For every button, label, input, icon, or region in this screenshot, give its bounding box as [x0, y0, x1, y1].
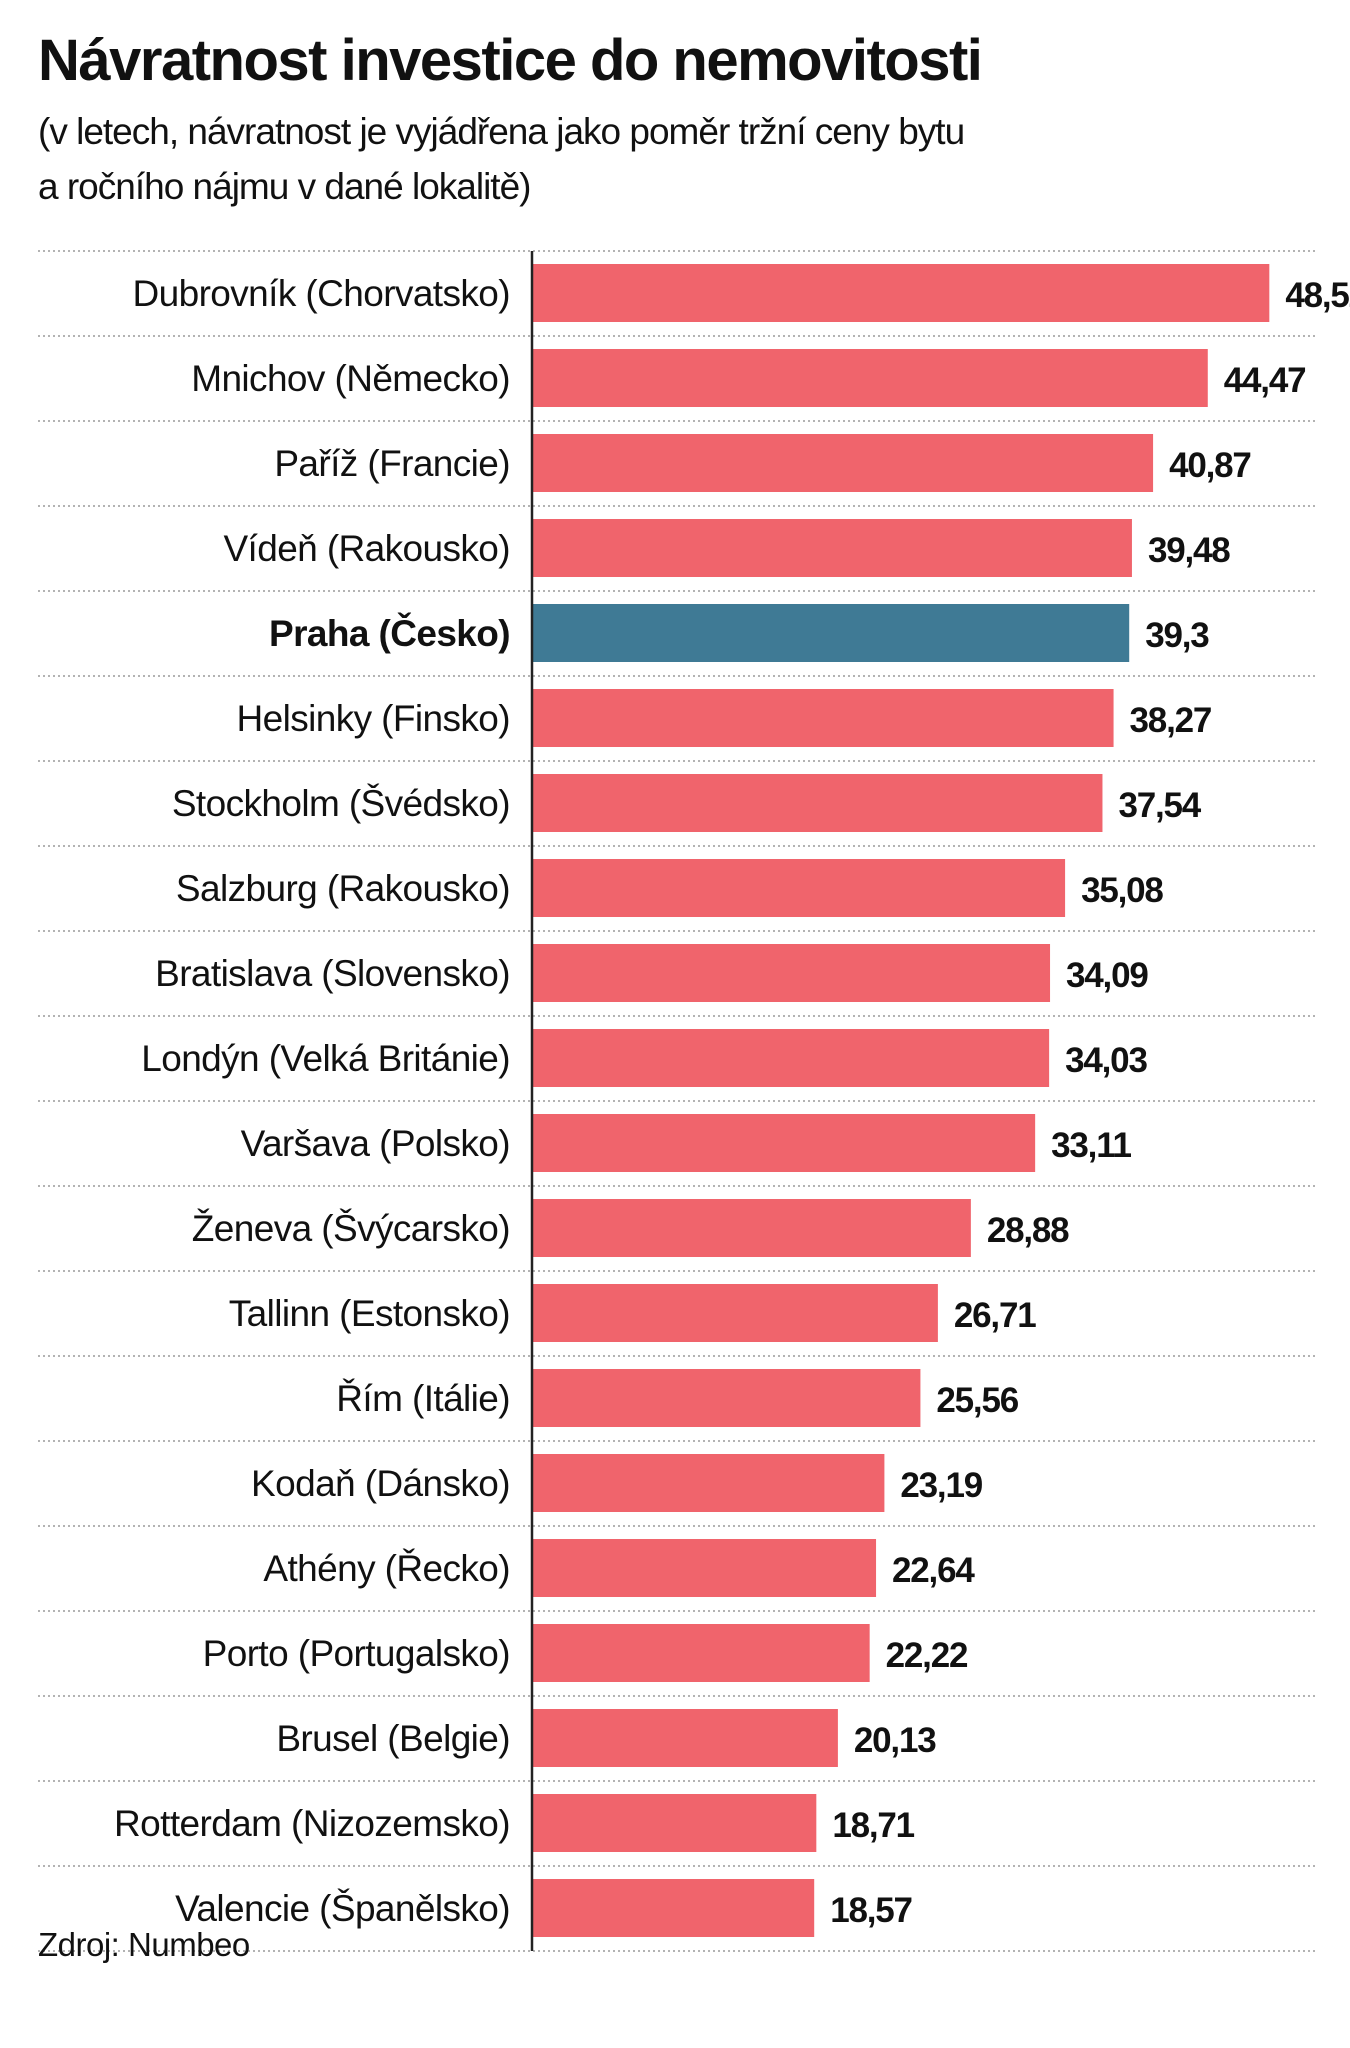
bar — [532, 1539, 877, 1597]
category-label: Athény (Řecko) — [263, 1548, 510, 1589]
bar — [532, 859, 1066, 917]
bar — [532, 349, 1208, 407]
value-label: 23,19 — [900, 1466, 982, 1505]
bar — [532, 1114, 1036, 1172]
category-label: Valencie (Španělsko) — [175, 1888, 510, 1929]
category-label: Varšava (Polsko) — [241, 1123, 510, 1164]
bar — [532, 604, 1130, 662]
value-label: 25,56 — [936, 1381, 1018, 1420]
row-separators — [38, 250, 1316, 1952]
category-label: Helsinky (Finsko) — [236, 698, 510, 739]
value-label: 39,3 — [1145, 616, 1209, 655]
bars — [532, 264, 1270, 1937]
value-label: 28,88 — [987, 1211, 1069, 1250]
bar — [532, 519, 1132, 577]
category-label: Vídeň (Rakousko) — [223, 528, 510, 569]
bar — [532, 1284, 938, 1342]
bar — [532, 689, 1114, 747]
chart-title: Návratnost investice do nemovitosti — [38, 28, 983, 93]
category-label: Bratislava (Slovensko) — [155, 953, 510, 994]
subtitle-line-2: a ročního nájmu v dané lokalitě) — [38, 166, 531, 207]
value-label: 26,71 — [954, 1296, 1036, 1335]
category-label: Ženeva (Švýcarsko) — [192, 1208, 510, 1249]
value-label: 34,03 — [1065, 1041, 1147, 1080]
value-label: 44,47 — [1224, 361, 1306, 400]
value-label: 22,22 — [886, 1636, 968, 1675]
value-label: 35,08 — [1081, 871, 1163, 910]
category-label: Brusel (Belgie) — [276, 1718, 510, 1759]
value-label: 33,11 — [1051, 1126, 1131, 1165]
value-labels: 48,52 44,47 40,87 39,48 39,3 38,27 37,54 35,08 3… — [830, 276, 1350, 1930]
chart-subtitle: (v letech, návratnost je vyjádřena jako … — [38, 104, 1138, 214]
value-label: 34,09 — [1066, 956, 1148, 995]
bar — [532, 1624, 870, 1682]
bar — [532, 1794, 817, 1852]
bar — [532, 1454, 885, 1512]
value-label: 39,48 — [1148, 531, 1230, 570]
value-label: 22,64 — [892, 1551, 975, 1590]
value-label: 48,52 — [1285, 276, 1350, 315]
value-label: 40,87 — [1169, 446, 1251, 485]
category-label: Salzburg (Rakousko) — [176, 868, 510, 909]
subtitle-line-1: (v letech, návratnost je vyjádřena jako … — [38, 111, 965, 152]
value-label: 20,13 — [854, 1721, 936, 1760]
category-label: Londýn (Velká Británie) — [141, 1038, 510, 1079]
value-label: 18,71 — [832, 1806, 914, 1845]
category-label: Paříž (Francie) — [274, 443, 510, 484]
category-label: Porto (Portugalsko) — [203, 1633, 510, 1674]
bar — [532, 264, 1270, 322]
category-label: Kodaň (Dánsko) — [251, 1463, 510, 1504]
category-label: Rotterdam (Nizozemsko) — [114, 1803, 510, 1844]
category-label: Dubrovník (Chorvatsko) — [133, 273, 511, 314]
category-labels: Dubrovník (Chorvatsko) Mnichov (Německo) P… — [114, 273, 511, 1929]
bar — [532, 434, 1154, 492]
bar — [532, 1029, 1050, 1087]
value-label: 18,57 — [830, 1891, 912, 1930]
category-label: Mnichov (Německo) — [191, 358, 510, 399]
category-label: Stockholm (Švédsko) — [172, 783, 510, 824]
bar — [532, 1199, 971, 1257]
value-label: 37,54 — [1118, 786, 1201, 825]
category-label: Praha (Česko) — [269, 612, 510, 654]
category-label: Řím (Itálie) — [336, 1378, 510, 1419]
source-note: Zdroj: Numbeo — [38, 1926, 250, 1963]
bar — [532, 774, 1103, 832]
value-label: 38,27 — [1130, 701, 1212, 740]
bar — [532, 1879, 815, 1937]
category-label: Tallinn (Estonsko) — [229, 1293, 510, 1334]
bar — [532, 1369, 921, 1427]
bar — [532, 1709, 838, 1767]
bar — [532, 944, 1051, 1002]
